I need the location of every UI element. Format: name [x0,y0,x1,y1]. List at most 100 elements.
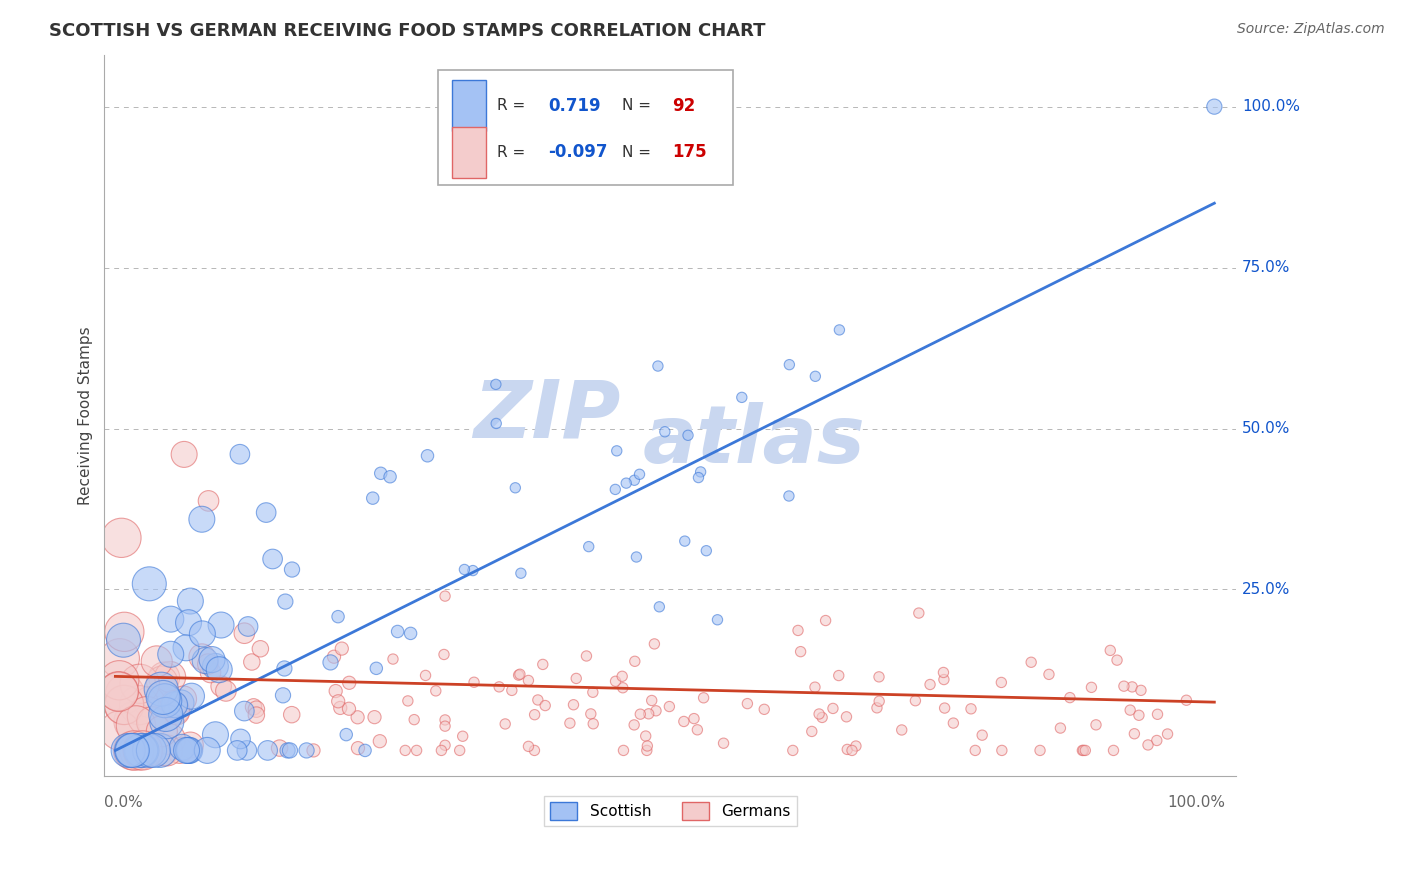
Point [363,710,385,724]
Point [1129,683,1152,698]
Point [361,491,384,505]
Point [141,715,163,730]
Point [706,613,728,627]
Point [804,680,827,694]
Point [125,718,148,732]
Point [163,697,186,711]
Point [508,668,530,682]
Point [835,710,858,724]
Point [405,743,427,757]
Point [463,675,485,690]
Point [461,564,484,578]
Point [636,739,658,753]
Point [434,738,457,752]
Point [972,728,994,742]
Point [565,672,588,686]
Point [197,494,219,508]
Point [605,674,627,689]
Point [612,681,634,695]
Point [626,549,648,564]
Point [319,656,342,670]
Point [159,647,181,661]
Point [634,729,657,743]
Point [201,652,224,666]
Point [209,679,232,693]
Point [194,654,217,668]
Point [138,577,160,591]
Point [814,614,837,628]
Point [658,699,681,714]
Point [366,661,388,675]
Point [1038,667,1060,681]
Point [488,680,510,694]
Point [904,694,927,708]
Text: 175: 175 [672,144,707,161]
Point [254,506,277,520]
Point [152,743,174,757]
Point [368,734,391,748]
Point [1146,733,1168,747]
Point [177,743,200,757]
Point [180,689,202,703]
Point [1029,743,1052,757]
Point [425,684,447,698]
Bar [451,128,486,178]
Point [612,669,634,683]
Text: N =: N = [621,98,651,113]
Point [416,449,439,463]
Point [174,640,197,655]
Point [329,701,352,715]
Point [337,702,360,716]
Point [128,698,150,713]
Point [1080,681,1102,695]
Point [245,708,267,723]
Point [868,694,890,708]
Point [531,657,554,672]
Point [378,469,401,483]
Point [122,743,145,757]
Point [273,661,295,675]
Point [1049,721,1071,735]
Point [811,710,834,724]
Point [934,701,956,715]
Point [648,599,671,614]
Point [960,702,983,716]
Point [800,724,823,739]
Text: -0.097: -0.097 [548,144,607,161]
Point [200,665,222,680]
Point [108,723,131,738]
Point [828,668,851,682]
Point [918,677,941,691]
Point [138,695,160,709]
Point [112,698,135,712]
Point [713,736,735,750]
Point [866,701,889,715]
Point [1204,100,1226,114]
Point [676,428,699,442]
Point [176,743,198,757]
Y-axis label: Receiving Food Stamps: Receiving Food Stamps [79,326,93,505]
Point [302,743,325,757]
Point [155,707,177,722]
Text: 50.0%: 50.0% [1241,421,1291,436]
Point [430,743,453,757]
Point [163,698,186,712]
Point [396,694,419,708]
Point [433,648,456,662]
Point [623,473,645,487]
Point [274,594,297,608]
Point [112,698,135,712]
Point [686,723,709,737]
Text: 25.0%: 25.0% [1241,582,1291,597]
Point [1137,738,1160,752]
Point [370,467,392,481]
Point [173,692,195,706]
Point [1156,727,1178,741]
Point [387,624,409,639]
Point [328,694,350,708]
Point [628,467,651,482]
Point [330,641,353,656]
Point [672,714,695,729]
Point [628,707,651,722]
Point [295,743,318,757]
